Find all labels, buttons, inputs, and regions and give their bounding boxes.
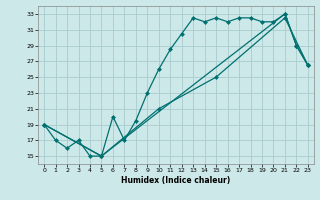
X-axis label: Humidex (Indice chaleur): Humidex (Indice chaleur) [121,176,231,185]
